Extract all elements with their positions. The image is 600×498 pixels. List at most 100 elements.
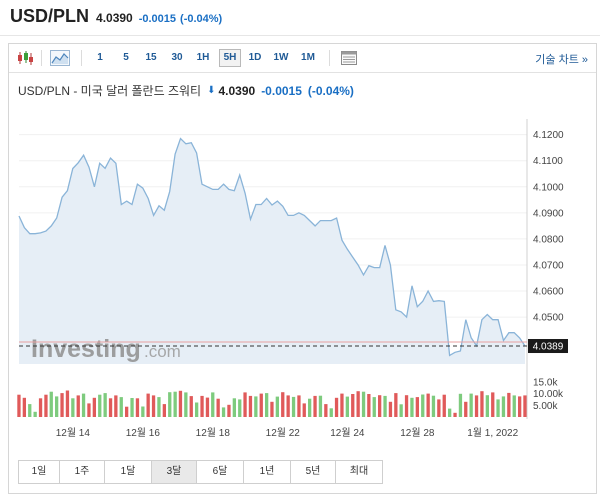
- interval-1h[interactable]: 1H: [196, 52, 210, 63]
- chart-instrument-name: USD/PLN - 미국 달러 폴란드 즈워티: [18, 84, 202, 98]
- volume-bar: [71, 398, 75, 417]
- chart-price-change-pct: (-0.04%): [307, 83, 354, 98]
- x-tick-label: 12월 14: [56, 427, 91, 439]
- symbol-title: USD/PLN: [10, 6, 90, 26]
- table-icon[interactable]: [339, 49, 359, 67]
- volume-bar: [238, 399, 242, 417]
- volume-bar: [248, 395, 253, 417]
- volume-bar: [318, 395, 323, 417]
- volume-bar: [523, 395, 527, 417]
- range-1d[interactable]: 1일: [19, 461, 60, 483]
- range-1w[interactable]: 1주: [60, 461, 105, 483]
- volume-bar: [308, 398, 312, 417]
- volume-bar: [146, 393, 150, 417]
- price-line: [18, 137, 526, 357]
- volume-bar: [421, 394, 425, 417]
- volume-bar: [458, 393, 463, 417]
- range-1y[interactable]: 1년: [244, 461, 291, 483]
- x-tick-label: 12월 24: [330, 427, 365, 439]
- volume-bar: [114, 395, 118, 417]
- volume-bar: [469, 393, 473, 417]
- volume-tick-label: 15.0k: [533, 377, 558, 388]
- volume-bar: [135, 398, 140, 417]
- chart-widget: 1 5 15 30 1H 5H 1D 1W 1M 기술 차트 » USD/PLN…: [8, 43, 597, 494]
- interval-30[interactable]: 30: [171, 52, 183, 63]
- volume-bar: [211, 392, 215, 417]
- price-chart[interactable]: Investing .com 4.1200 4.1100 4.1000 4.0900 4…: [9, 44, 596, 454]
- header-divider: [0, 35, 600, 36]
- volume-bar: [453, 412, 457, 417]
- interval-15[interactable]: 15: [145, 52, 157, 63]
- y-tick-label: 4.1200: [533, 130, 564, 141]
- volume-tick-label: 5.00k: [533, 401, 558, 412]
- interval-1[interactable]: 1: [97, 52, 103, 63]
- volume-bar: [356, 391, 360, 417]
- volume-bar: [485, 395, 489, 417]
- volume-bar: [265, 393, 269, 417]
- range-max[interactable]: 최대: [336, 461, 382, 483]
- range-3m[interactable]: 3달: [152, 461, 197, 483]
- volume-bar: [141, 406, 145, 417]
- chart-price-change: -0.0015: [261, 83, 302, 98]
- interval-1m[interactable]: 1M: [301, 52, 315, 63]
- interval-5h[interactable]: 5H: [219, 49, 241, 67]
- volume-bar: [216, 398, 220, 417]
- x-tick-label: 12월 16: [126, 427, 161, 439]
- volume-bar: [324, 404, 328, 417]
- volume-bar: [367, 394, 371, 417]
- volume-bar: [351, 394, 355, 417]
- instrument-header: USD/PLN 4.0390 -0.0015 (-0.04%): [10, 6, 222, 28]
- candlestick-icon[interactable]: [15, 49, 35, 67]
- y-tick-label: 4.0500: [533, 313, 564, 324]
- volume-bar: [195, 402, 199, 417]
- down-arrow-icon: ⬇: [207, 85, 216, 96]
- volume-bar: [254, 396, 258, 417]
- chart-toolbar: 1 5 15 30 1H 5H 1D 1W 1M 기술 차트 »: [9, 44, 596, 73]
- area-chart-icon[interactable]: [50, 49, 70, 67]
- volume-bar: [340, 393, 344, 417]
- volume-bar: [270, 401, 274, 417]
- volume-bar: [302, 403, 306, 417]
- x-tick-label: 12월 18: [196, 427, 231, 439]
- volume-bar: [168, 392, 172, 417]
- volume-bar: [98, 394, 102, 417]
- interval-1w[interactable]: 1W: [273, 52, 289, 63]
- volume-bar: [28, 404, 32, 417]
- volume-bar: [410, 397, 414, 417]
- volume-bar: [221, 407, 226, 417]
- volume-bar: [378, 395, 382, 417]
- volume-bar: [313, 395, 317, 417]
- range-5y[interactable]: 5년: [291, 461, 336, 483]
- chart-last-price: 4.0390: [218, 83, 256, 98]
- volume-bar: [480, 391, 484, 417]
- volume-bar: [474, 395, 479, 417]
- interval-5[interactable]: 5: [123, 52, 129, 63]
- y-tick-label: 4.0700: [533, 260, 564, 271]
- volume-bar: [426, 393, 430, 417]
- volume-bar: [291, 396, 296, 417]
- volume-bar: [178, 390, 183, 417]
- volume-bar: [200, 395, 204, 417]
- range-6m[interactable]: 6달: [197, 461, 244, 483]
- technical-chart-link[interactable]: 기술 차트 »: [535, 54, 588, 66]
- volume-bar: [415, 397, 419, 417]
- volume-bar: [448, 408, 452, 417]
- price-change-pct: (-0.04%): [180, 13, 223, 25]
- volume-bar: [281, 392, 285, 417]
- volume-bar: [49, 391, 53, 417]
- volume-bar: [125, 406, 129, 417]
- y-tick-label: 4.0900: [533, 208, 564, 219]
- range-selector: 1일 1주 1달 3달 6달 1년 5년 최대: [18, 460, 383, 484]
- range-1m[interactable]: 1달: [105, 461, 152, 483]
- toolbar-divider: [81, 50, 82, 66]
- investing-watermark: Investing .com: [31, 335, 181, 363]
- volume-bar: [372, 397, 376, 417]
- volume-bar: [151, 395, 156, 417]
- volume-bar: [87, 403, 91, 417]
- volume-bar: [464, 401, 468, 417]
- volume-tick-label: 10.00k: [533, 389, 564, 400]
- toolbar-divider: [329, 50, 330, 66]
- interval-1d[interactable]: 1D: [248, 52, 262, 63]
- volume-bar: [437, 399, 441, 417]
- price-area-fill: [19, 138, 525, 364]
